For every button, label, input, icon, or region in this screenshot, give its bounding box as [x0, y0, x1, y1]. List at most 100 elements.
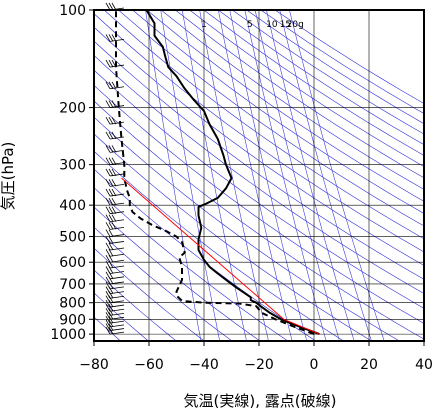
wind-barb-flag [105, 319, 111, 328]
y-tick-label: 500 [59, 230, 86, 246]
dry-adiabat-line [94, 269, 177, 341]
wind-barb-flag [111, 116, 117, 125]
wind-barb-flag [108, 34, 114, 42]
wind-barb-flag [111, 188, 117, 197]
wind-barb [105, 214, 125, 223]
wind-barb-flag [105, 59, 111, 68]
dry-adiabat-line [94, 316, 121, 341]
dry-adiabat-line [132, 10, 424, 214]
wind-barb-flag [108, 312, 114, 320]
wind-barb-flag [105, 81, 111, 89]
wind-barb-staff [109, 173, 125, 177]
dry-adiabat-line [94, 187, 289, 341]
wind-barb-flag [108, 229, 114, 237]
mixing-ratio-line [181, 10, 247, 341]
wind-barb-flag [105, 188, 111, 197]
wind-barb-staff [109, 320, 125, 324]
wind-barb-flag [105, 179, 111, 187]
wind-barbs [105, 2, 125, 335]
wind-barb [105, 242, 125, 251]
dry-adiabat-line [94, 133, 372, 341]
dry-adiabat-line [94, 40, 424, 280]
wind-barb [105, 145, 125, 153]
wind-barb [105, 100, 125, 108]
wind-barb-staff [109, 247, 125, 251]
mixing-ratio-label: 20g [287, 20, 304, 30]
mixing-ratio-label: 10 [266, 20, 278, 30]
y-tick-label: 800 [59, 296, 86, 312]
profile-series [115, 10, 320, 336]
mixing-ratio-line [229, 10, 308, 341]
wind-barb-flag [111, 197, 117, 206]
wind-barb-staff [109, 271, 125, 274]
mixing-ratio-line [199, 10, 269, 341]
wind-barb-flag [108, 222, 114, 230]
wind-barb-staff [109, 226, 125, 230]
wind-barb-flag [108, 304, 114, 312]
wind-barb [105, 157, 125, 166]
dry-adiabat-line [203, 10, 424, 156]
wind-barb-flag [111, 214, 117, 222]
wind-barb [105, 59, 125, 68]
wind-barb [105, 188, 125, 197]
wind-barb-flag [105, 145, 111, 153]
wind-barb [105, 179, 125, 187]
dry-adiabat-line [175, 10, 424, 179]
wind-barb [105, 229, 125, 237]
wind-barb-flag [111, 145, 117, 153]
dry-adiabat-lines [94, 10, 424, 341]
mixing-ratio-label: 15 [280, 20, 291, 30]
wind-barb [105, 236, 125, 244]
wind-barb-flag [105, 2, 111, 11]
x-tick-label: −20 [244, 357, 274, 373]
wind-barb-staff [109, 202, 125, 206]
y-axis-label: 気圧(hPa) [0, 142, 17, 211]
dry-adiabat-line [94, 206, 261, 341]
wind-barb-flag [105, 276, 111, 285]
wind-barb-staff [109, 183, 125, 187]
dry-adiabat-line [94, 26, 424, 266]
mixing-ratio-line [289, 10, 385, 341]
dry-adiabat-line [94, 150, 344, 341]
wind-barb-flag [108, 315, 114, 324]
wind-barb-staff [109, 105, 125, 108]
x-tick-labels: −80 −60 −40 −20 0 20 40 [79, 341, 433, 373]
wind-barb-flag [111, 81, 117, 89]
wind-barb-flag [105, 271, 111, 280]
wind-barb-staff [109, 331, 125, 335]
dry-adiabat-line [94, 247, 205, 341]
wind-barb-flag [108, 100, 114, 108]
wind-barb-flag [105, 222, 111, 230]
wind-barb-flag [105, 168, 111, 177]
wind-barb-flag [111, 131, 117, 140]
wind-barb [105, 81, 125, 90]
wind-barb-staff [109, 121, 125, 125]
wind-barb-flag [105, 229, 111, 237]
wind-barb-flag [111, 179, 117, 187]
dry-adiabat-line [160, 10, 424, 190]
wind-barb-flag [108, 157, 114, 165]
mixing-ratio-line [160, 10, 220, 341]
wind-barb-flag [105, 291, 111, 299]
wind-barb-flag [105, 312, 111, 320]
dry-adiabat-line [189, 10, 424, 167]
wind-barb-flag [105, 100, 111, 108]
wind-barb-flag [111, 59, 117, 68]
wind-barb-flag [108, 197, 114, 206]
wind-barb [105, 116, 125, 125]
wind-barb [105, 34, 125, 42]
wind-barb [105, 312, 125, 320]
wind-barb-flag [105, 255, 111, 263]
wind-barb [105, 315, 125, 324]
wind-barb [105, 249, 125, 257]
wind-barb-flag [108, 188, 114, 197]
dry-adiabat-line [94, 226, 233, 341]
y-tick-label: 300 [59, 158, 86, 174]
wind-barb-flag [108, 249, 114, 257]
wind-barb-staff [109, 304, 125, 308]
wind-barb-flag [108, 116, 114, 125]
mixing-ratio-label: 5 [247, 20, 253, 30]
dry-adiabat-line [94, 116, 400, 341]
wind-barb-flag [111, 2, 117, 11]
